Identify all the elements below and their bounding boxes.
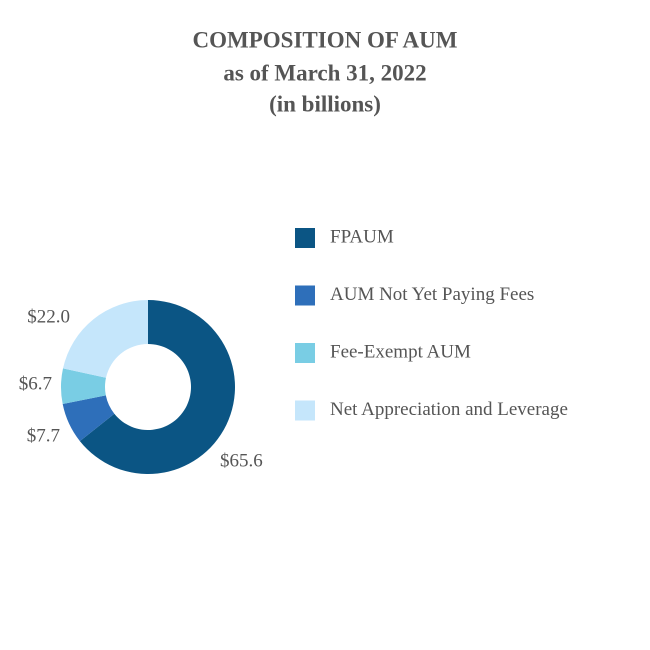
legend-swatch	[295, 343, 315, 363]
legend-swatch	[295, 400, 315, 421]
legend-swatch	[295, 285, 315, 306]
legend-label: AUM Not Yet Paying Fees	[330, 284, 534, 305]
donut-slice	[79, 300, 235, 474]
data-label: $7.7	[27, 425, 60, 446]
donut-slice	[61, 368, 106, 405]
data-label: $22.0	[27, 306, 70, 327]
chart-title: COMPOSITION OF AUM	[193, 27, 458, 52]
chart-title: (in billions)	[269, 91, 381, 116]
legend-label: Fee-Exempt AUM	[330, 341, 471, 362]
legend-swatch	[295, 228, 315, 248]
legend-label: FPAUM	[330, 226, 394, 247]
legend-label: Net Appreciation and Leverage	[330, 399, 568, 420]
donut-slice	[62, 395, 115, 442]
chart-title: as of March 31, 2022	[223, 60, 426, 85]
donut-slice	[63, 299, 149, 378]
data-label: $65.6	[220, 450, 263, 471]
data-label: $6.7	[19, 373, 52, 394]
